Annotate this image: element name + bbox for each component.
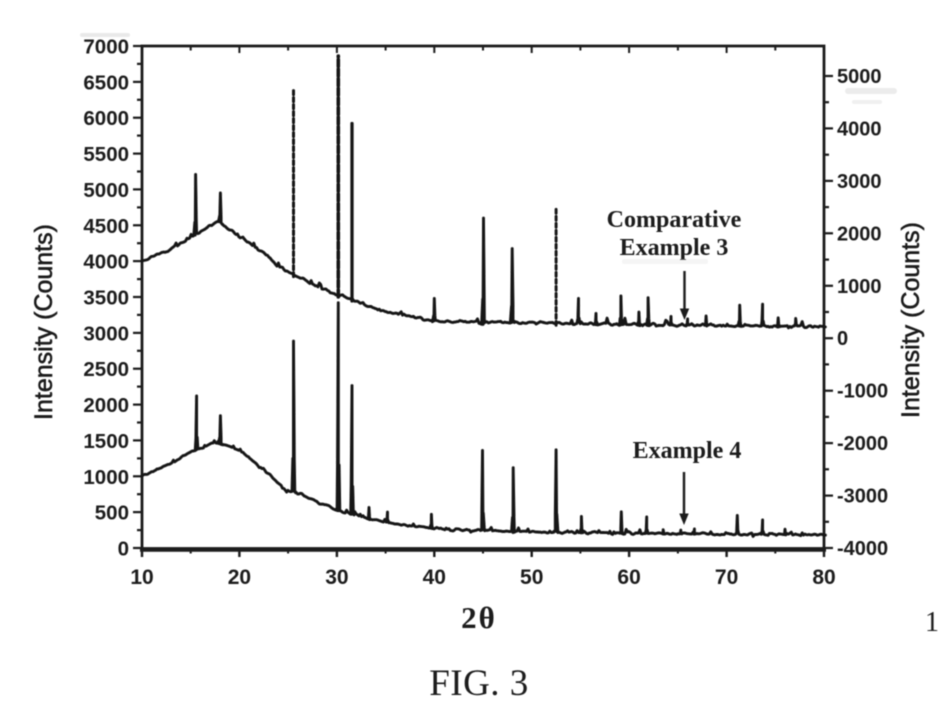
svg-text:7000: 7000 xyxy=(83,36,129,59)
svg-text:-1000: -1000 xyxy=(837,381,888,403)
svg-text:40: 40 xyxy=(423,566,446,589)
svg-text:30: 30 xyxy=(325,566,348,589)
svg-text:1: 1 xyxy=(925,607,939,638)
svg-text:5000: 5000 xyxy=(837,66,882,88)
svg-text:2000: 2000 xyxy=(837,223,882,245)
svg-text:500: 500 xyxy=(95,502,129,525)
svg-text:Example 3: Example 3 xyxy=(620,235,729,261)
svg-text:10: 10 xyxy=(130,566,153,589)
svg-text:Intensity (Counts): Intensity (Counts) xyxy=(30,224,58,420)
svg-text:80: 80 xyxy=(812,566,835,589)
svg-text:-4000: -4000 xyxy=(837,538,888,560)
svg-text:1500: 1500 xyxy=(83,430,129,453)
svg-text:50: 50 xyxy=(520,566,543,589)
svg-text:70: 70 xyxy=(715,566,738,589)
svg-text:4000: 4000 xyxy=(83,251,129,274)
svg-text:4500: 4500 xyxy=(83,215,129,238)
svg-text:5500: 5500 xyxy=(83,143,129,166)
svg-text:-2000: -2000 xyxy=(837,433,888,455)
svg-text:Intensity (Counts): Intensity (Counts) xyxy=(897,222,925,418)
svg-text:2θ: 2θ xyxy=(461,600,497,635)
svg-text:60: 60 xyxy=(617,566,640,589)
svg-text:0: 0 xyxy=(118,538,129,561)
svg-text:3500: 3500 xyxy=(83,287,129,310)
svg-text:FIG. 3: FIG. 3 xyxy=(429,663,529,702)
svg-text:6000: 6000 xyxy=(83,107,129,130)
svg-text:6500: 6500 xyxy=(83,71,129,94)
svg-text:-3000: -3000 xyxy=(837,486,888,508)
svg-text:Comparative: Comparative xyxy=(607,207,742,233)
svg-text:1000: 1000 xyxy=(83,466,129,489)
svg-text:2500: 2500 xyxy=(83,358,129,381)
svg-text:2000: 2000 xyxy=(83,394,129,417)
svg-text:1000: 1000 xyxy=(837,276,882,298)
svg-text:3000: 3000 xyxy=(83,322,129,345)
svg-text:Example 4: Example 4 xyxy=(633,438,742,464)
svg-text:20: 20 xyxy=(228,566,251,589)
svg-text:3000: 3000 xyxy=(837,171,882,193)
svg-text:4000: 4000 xyxy=(837,118,882,140)
svg-text:0: 0 xyxy=(837,328,848,350)
svg-text:5000: 5000 xyxy=(83,179,129,202)
